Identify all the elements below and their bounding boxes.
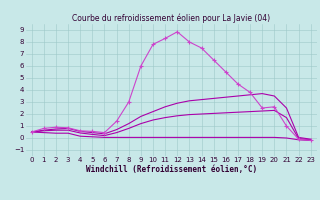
- X-axis label: Windchill (Refroidissement éolien,°C): Windchill (Refroidissement éolien,°C): [86, 165, 257, 174]
- Title: Courbe du refroidissement éolien pour La Javie (04): Courbe du refroidissement éolien pour La…: [72, 14, 270, 23]
